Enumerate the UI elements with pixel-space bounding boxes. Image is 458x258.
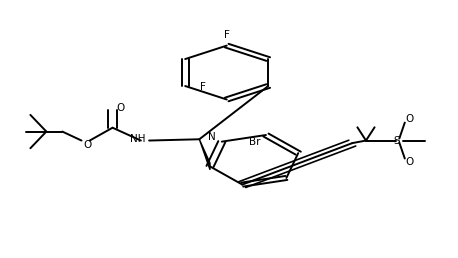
Text: F: F (200, 82, 206, 92)
Text: Br: Br (249, 137, 260, 147)
Text: S: S (394, 135, 400, 146)
Text: F: F (224, 30, 229, 40)
Text: NH: NH (130, 134, 146, 144)
Text: O: O (83, 140, 92, 150)
Text: O: O (117, 103, 125, 113)
Text: O: O (405, 157, 414, 167)
Text: O: O (405, 114, 414, 124)
Text: N: N (208, 132, 216, 142)
Polygon shape (199, 139, 210, 170)
